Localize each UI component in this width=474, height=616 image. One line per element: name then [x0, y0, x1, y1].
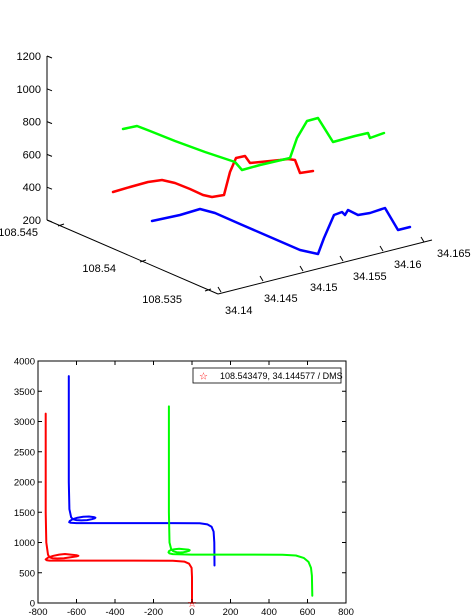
- y-tick-label: 500: [19, 568, 35, 579]
- y-tick-label: 34.145: [264, 293, 298, 305]
- z-tick-label: 1200: [17, 51, 41, 63]
- y-tick-label: 1500: [14, 508, 35, 519]
- y-tick-label: 34.165: [437, 248, 471, 260]
- z-tick-label: 1000: [17, 84, 41, 96]
- axes-3d-ticks: 200 400 600 800 1000 1200 108.535 108.54 108.545…: [0, 51, 471, 317]
- x-tick-label: -400: [105, 607, 124, 616]
- x-tick-label: -200: [144, 607, 163, 616]
- origin-marker-group: ☆: [187, 598, 197, 610]
- z-tick-mark: [46, 186, 53, 190]
- x-tick-label: 400: [261, 607, 277, 616]
- series-red-3d-line: [111, 154, 315, 199]
- series-3d-lines: [111, 116, 412, 256]
- legend-frame: [192, 367, 342, 384]
- series-2d-lines: [44, 375, 314, 604]
- x-axis-line: [46, 219, 219, 295]
- y-tick-mark: [379, 245, 384, 252]
- x-tick-label: 108.535: [142, 294, 182, 306]
- z-tick-mark: [46, 121, 53, 125]
- z-tick-label: 800: [23, 117, 41, 129]
- z-tick-label: 600: [23, 149, 41, 161]
- x-tick-label: 800: [338, 607, 354, 616]
- legend-box: ☆ 108.543479, 34.144577 / DMS: [192, 367, 343, 384]
- x-tick-label: 600: [300, 607, 316, 616]
- legend-label: 108.543479, 34.144577 / DMS: [220, 371, 343, 381]
- y-tick-label: 2500: [14, 447, 35, 458]
- x-tick-mark: [139, 259, 147, 263]
- z-tick-mark: [46, 88, 53, 92]
- series-blue-3d-line: [150, 206, 412, 256]
- x-tick-label: 0: [189, 607, 194, 616]
- y-tick-label: 0: [30, 599, 35, 610]
- z-tick-label: 200: [23, 215, 41, 227]
- y-tick-label: 3500: [14, 387, 35, 398]
- origin-star-marker-icon: ☆: [187, 598, 197, 610]
- series-green-line: [167, 405, 314, 597]
- y-tick-label: 34.16: [394, 259, 422, 271]
- y-tick-label: 34.14: [225, 305, 253, 317]
- y-tick-mark: [339, 255, 344, 262]
- z-tick-mark: [46, 153, 53, 157]
- y-tick-label: 3000: [14, 417, 35, 428]
- y-tick-mark: [420, 236, 425, 243]
- x-tick-label: 200: [223, 607, 239, 616]
- z-tick-mark: [46, 219, 53, 223]
- axes-3d-frame: [46, 56, 433, 295]
- z-tick-label: 400: [23, 182, 41, 194]
- y-tick-mark: [217, 286, 222, 293]
- y-tick-label: 1000: [14, 538, 35, 549]
- z-tick-mark: [46, 55, 53, 59]
- y-tick-label: 34.155: [353, 271, 387, 283]
- y-tick-mark: [299, 265, 304, 272]
- series-green-3d-line: [121, 116, 386, 172]
- y-tick-label: 34.15: [310, 282, 338, 294]
- x-tick-label: -600: [67, 607, 86, 616]
- x-tick-label: -800: [28, 607, 47, 616]
- x-tick-mark: [57, 223, 65, 227]
- series-blue-line: [67, 375, 216, 567]
- x-tick-label: 108.545: [0, 227, 38, 239]
- chart-3d-line-plot: 200 400 600 800 1000 1200 108.535 108.54 108.545…: [0, 51, 471, 317]
- series-red-line: [44, 412, 193, 604]
- x-tick-label: 108.54: [82, 263, 116, 275]
- y-axis-line: [217, 239, 433, 295]
- x-tick-mark: [204, 288, 212, 292]
- y-tick-label: 2000: [14, 478, 35, 489]
- legend-star-marker-icon: ☆: [199, 372, 208, 383]
- y-tick-mark: [259, 275, 264, 282]
- y-tick-label: 4000: [14, 357, 35, 368]
